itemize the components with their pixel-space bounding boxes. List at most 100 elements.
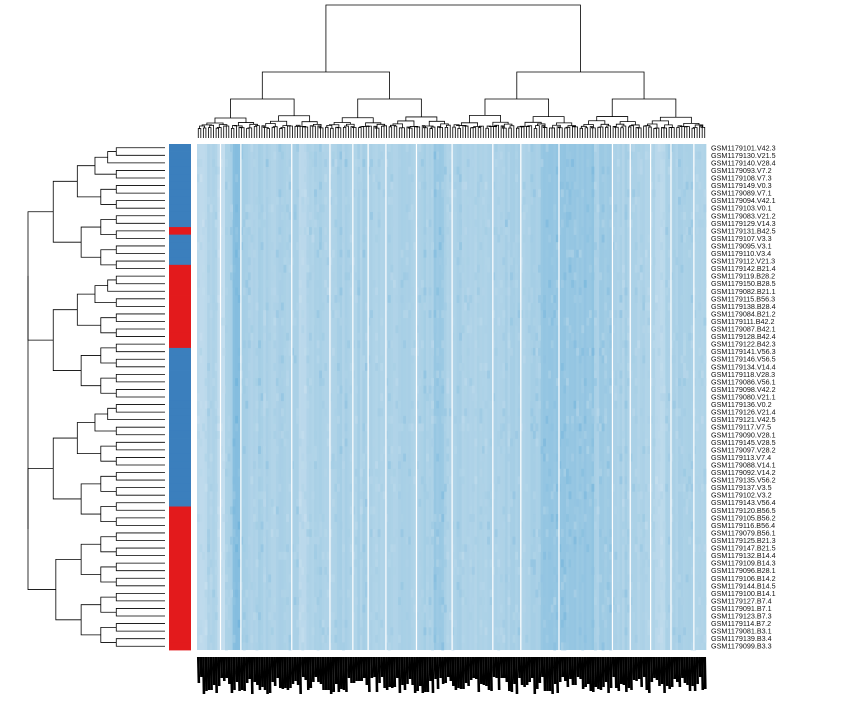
column-label — [494, 656, 498, 679]
heatmap-cell — [459, 589, 462, 598]
column-label — [207, 656, 211, 691]
heatmap-cell — [217, 506, 221, 515]
column-label — [609, 656, 613, 689]
heatmap-cell — [222, 551, 226, 560]
heatmap-cell — [690, 393, 694, 402]
heatmap-cell — [349, 483, 353, 492]
heatmap-cell — [275, 393, 279, 402]
heatmap-cell — [245, 589, 249, 598]
column-label — [507, 656, 511, 692]
heatmap-cell — [217, 189, 221, 198]
column-dendrogram-branch — [579, 127, 583, 138]
heatmap-cell — [260, 521, 264, 530]
heatmap-cell — [204, 589, 208, 598]
heatmap-column — [303, 144, 307, 650]
heatmap-cell — [275, 597, 279, 605]
heatmap-cell — [438, 514, 442, 522]
heatmap-cell — [375, 363, 378, 371]
row-label: GSM1179134.V14.4 — [711, 362, 776, 371]
heatmap-cell — [280, 468, 284, 477]
heatmap-cell — [428, 166, 432, 175]
heatmap-cell — [316, 597, 320, 605]
heatmap-column — [466, 144, 470, 650]
heatmap-cell — [474, 219, 478, 228]
heatmap-cell — [680, 355, 684, 364]
heatmap-cell — [657, 302, 661, 311]
heatmap-cell — [375, 174, 378, 183]
heatmap-cell — [403, 453, 406, 462]
heatmap-cell — [555, 317, 559, 326]
heatmap-column — [334, 144, 338, 650]
heatmap-column — [413, 144, 417, 650]
heatmap-cell — [288, 574, 292, 583]
heatmap-cell — [634, 242, 638, 251]
heatmap-cell — [622, 347, 625, 356]
heatmap-cell — [469, 498, 473, 507]
heatmap-cell — [423, 627, 427, 636]
heatmap-cell — [497, 317, 501, 326]
column-dendrogram-branch — [486, 125, 492, 138]
column-dendrogram-branch — [344, 125, 349, 138]
heatmap-cell — [400, 582, 404, 590]
heatmap-cell — [489, 400, 493, 409]
heatmap-cell — [540, 506, 544, 515]
heatmap-cell — [578, 249, 582, 258]
heatmap-cell — [321, 242, 325, 251]
heatmap-column — [301, 144, 305, 650]
heatmap-cell — [568, 264, 572, 273]
heatmap-cell — [217, 415, 221, 424]
column-label — [209, 656, 213, 691]
heatmap-cell — [535, 393, 539, 402]
heatmap-column — [563, 144, 567, 650]
column-dendrogram-branch — [565, 126, 571, 138]
heatmap-cell — [207, 468, 211, 477]
row-group-cell — [169, 272, 191, 281]
heatmap-cell — [507, 597, 511, 605]
heatmap-cell — [616, 582, 620, 590]
heatmap-cell — [398, 461, 401, 470]
column-label — [550, 656, 554, 695]
column-label — [683, 656, 687, 684]
heatmap-cell — [413, 242, 417, 251]
heatmap-cell — [573, 340, 577, 349]
heatmap-cell — [703, 378, 707, 386]
row-label: GSM1179095.V3.1 — [711, 241, 772, 250]
heatmap-cell — [586, 317, 590, 326]
heatmap-cell — [319, 234, 322, 243]
column-label — [331, 656, 336, 693]
heatmap-cell — [265, 461, 269, 470]
heatmap-cell — [207, 242, 211, 251]
heatmap-column — [431, 144, 435, 650]
heatmap-cell — [408, 166, 412, 175]
row-group-cell — [169, 242, 191, 251]
heatmap-cell — [436, 340, 440, 349]
heatmap-cell — [403, 272, 406, 281]
heatmap-cell — [314, 151, 317, 160]
heatmap-cell — [280, 211, 284, 220]
heatmap-column — [306, 144, 310, 650]
heatmap-cell — [301, 310, 305, 318]
heatmap-cell — [629, 574, 633, 583]
heatmap-cell — [398, 634, 401, 643]
heatmap-cell — [428, 227, 432, 235]
heatmap-cell — [484, 446, 488, 454]
heatmap-cell — [599, 415, 602, 424]
heatmap-cell — [675, 634, 679, 643]
heatmap-cell — [426, 393, 429, 402]
heatmap-cell — [247, 227, 251, 235]
row-label: GSM1179083.V21.2 — [711, 211, 776, 220]
heatmap-cell — [260, 491, 264, 500]
column-dendrogram-branch — [669, 127, 675, 138]
heatmap-cell — [306, 227, 310, 235]
heatmap-cell — [255, 196, 259, 205]
heatmap-cell — [576, 408, 580, 417]
heatmap-cell — [502, 257, 506, 266]
column-label — [573, 656, 577, 686]
row-group-sidebar — [169, 144, 191, 651]
heatmap-cell — [517, 627, 521, 636]
heatmap-cell — [219, 498, 223, 507]
row-dendrogram-branch — [80, 226, 101, 258]
heatmap-cell — [482, 423, 485, 432]
column-dendrogram-branch — [659, 116, 692, 124]
heatmap-cell — [703, 196, 707, 205]
